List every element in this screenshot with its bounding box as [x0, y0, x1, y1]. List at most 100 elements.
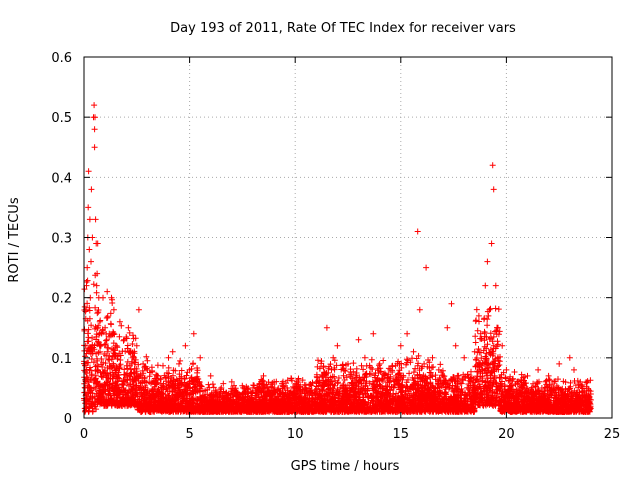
data-point	[127, 381, 134, 388]
data-point	[88, 371, 95, 378]
data-point	[296, 408, 303, 414]
data-point	[201, 406, 208, 413]
data-point	[129, 341, 136, 347]
data-point	[105, 376, 112, 382]
data-point	[151, 408, 158, 415]
data-point	[171, 406, 178, 413]
data-point	[160, 394, 167, 401]
data-point	[288, 375, 295, 382]
data-point	[270, 404, 277, 410]
data-point	[125, 399, 132, 406]
data-point	[86, 304, 93, 311]
data-point	[137, 380, 144, 387]
data-point	[107, 385, 113, 392]
data-point	[380, 357, 387, 364]
data-point	[82, 353, 89, 360]
data-point	[84, 330, 91, 337]
data-point	[183, 372, 190, 379]
data-point	[88, 400, 95, 407]
data-point	[135, 373, 142, 380]
data-point	[132, 335, 139, 342]
grid	[84, 57, 612, 418]
data-point	[231, 398, 238, 405]
data-point	[240, 390, 247, 397]
data-point	[260, 383, 266, 390]
data-point	[135, 361, 142, 368]
data-point	[183, 382, 190, 389]
data-point	[162, 374, 169, 381]
data-point	[98, 356, 105, 362]
data-point	[295, 407, 302, 414]
data-point	[191, 384, 198, 391]
data-point	[484, 322, 491, 329]
data-point	[256, 387, 263, 394]
data-point	[89, 335, 96, 341]
data-point	[234, 396, 241, 403]
data-point	[217, 399, 224, 406]
data-point	[168, 379, 175, 386]
data-point	[149, 392, 156, 399]
data-point	[368, 356, 375, 363]
data-point	[165, 364, 172, 371]
data-point	[178, 367, 185, 374]
data-point	[256, 381, 263, 388]
data-point	[217, 386, 224, 393]
data-point	[99, 364, 106, 370]
data-point	[110, 380, 116, 387]
data-point	[304, 391, 311, 398]
data-point	[295, 375, 302, 382]
data-point	[104, 314, 111, 321]
data-point	[410, 369, 417, 376]
data-point	[142, 383, 149, 389]
data-point	[208, 407, 215, 413]
data-point	[189, 395, 196, 402]
data-point	[153, 381, 160, 388]
data-point	[96, 331, 102, 338]
data-point	[154, 362, 161, 369]
data-point	[127, 393, 134, 400]
data-point	[108, 397, 115, 404]
data-point	[84, 277, 91, 284]
data-point	[102, 341, 109, 347]
data-point	[109, 345, 115, 352]
data-point	[136, 396, 143, 403]
data-point	[474, 327, 481, 334]
data-point	[160, 362, 166, 369]
data-point	[141, 364, 148, 371]
data-point	[243, 402, 250, 409]
data-point	[299, 377, 306, 384]
data-point	[335, 379, 341, 386]
data-point	[175, 384, 182, 391]
data-point	[210, 384, 217, 391]
data-point	[94, 399, 101, 406]
data-point	[81, 303, 88, 310]
data-point	[173, 376, 180, 383]
data-point	[232, 408, 238, 415]
data-point	[239, 382, 246, 389]
data-point	[187, 408, 194, 415]
data-point	[89, 350, 96, 357]
data-point	[120, 337, 127, 344]
data-point	[90, 359, 97, 366]
data-point	[306, 395, 313, 402]
data-point	[84, 376, 91, 383]
data-point	[109, 331, 116, 338]
data-point	[134, 391, 141, 398]
data-point	[101, 369, 108, 376]
data-point	[124, 345, 131, 352]
data-point	[295, 398, 302, 405]
data-point	[164, 369, 170, 376]
data-point	[176, 371, 183, 378]
data-point	[95, 309, 102, 316]
data-point	[306, 381, 313, 388]
data-point	[89, 341, 96, 348]
data-point	[97, 394, 103, 401]
data-point	[94, 379, 101, 385]
data-point	[163, 385, 170, 392]
data-point	[131, 369, 138, 376]
data-point	[255, 391, 262, 398]
data-point	[114, 356, 121, 362]
data-point	[158, 375, 164, 382]
data-point	[268, 383, 275, 390]
data-point	[200, 388, 206, 395]
